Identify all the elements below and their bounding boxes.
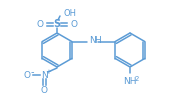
Text: NH: NH: [123, 77, 137, 86]
Text: 2: 2: [135, 76, 139, 82]
Text: O: O: [24, 70, 31, 80]
Text: OH: OH: [63, 9, 76, 17]
Text: S: S: [53, 19, 61, 29]
Text: N: N: [89, 36, 96, 45]
Text: O: O: [36, 19, 43, 28]
Text: -: -: [30, 67, 34, 77]
Text: O: O: [70, 19, 77, 28]
Text: H: H: [94, 36, 101, 45]
Text: N: N: [41, 70, 47, 80]
Text: +: +: [46, 69, 52, 74]
Text: O: O: [40, 85, 47, 95]
